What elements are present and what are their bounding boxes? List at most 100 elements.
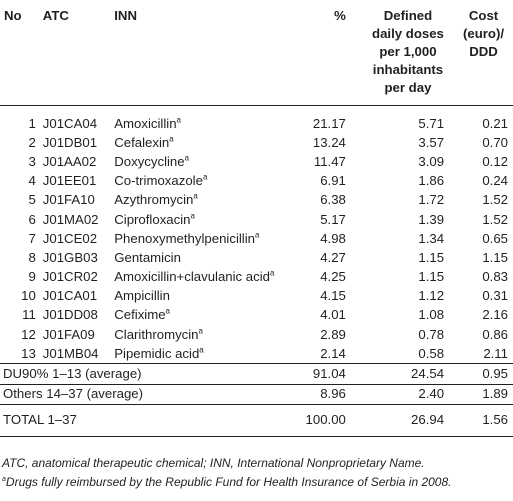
cell-inn: Doxycyclinea bbox=[114, 152, 288, 171]
inn-name: Doxycycline bbox=[114, 153, 185, 169]
header-ddd-line: inhabitants bbox=[372, 62, 444, 77]
cell-atc: J01CE02 bbox=[42, 230, 98, 246]
footnote-mark: a bbox=[2, 476, 6, 483]
table-row: 11 J01DD08 Cefiximea 4.01 1.08 2.16 bbox=[0, 306, 513, 325]
cell-atc: J01AA02 bbox=[42, 153, 97, 169]
cell-cost: 2.11 bbox=[483, 345, 508, 361]
footnote-mark: a bbox=[169, 134, 174, 144]
header-no: No bbox=[0, 0, 43, 106]
cell-inn: Ampicillin bbox=[114, 287, 288, 306]
cell-cost: 0.24 bbox=[482, 173, 508, 189]
inn-name: Phenoxymethylpenicillin bbox=[114, 230, 255, 246]
cell-atc: J01GB03 bbox=[42, 249, 98, 265]
footnote-mark: a bbox=[193, 191, 198, 201]
cell-ddd: 1.12 bbox=[418, 288, 445, 304]
cell-inn: Clarithromycina bbox=[114, 325, 288, 344]
table-row: 3 J01AA02 Doxycyclinea 11.47 3.09 0.12 bbox=[0, 152, 513, 171]
cell-ddd: 1.72 bbox=[418, 192, 445, 208]
footnote-text: Drugs fully reimbursed by the Republic F… bbox=[5, 475, 452, 489]
cell-cost: 0.70 bbox=[482, 134, 508, 150]
cell-inn: Co-trimoxazolea bbox=[114, 172, 288, 191]
cell-atc: J01MB04 bbox=[42, 345, 99, 361]
antibiotic-consumption-table: No ATC INN % Defined daily doses per 1,0… bbox=[0, 0, 513, 438]
inn-name: Ciprofloxacin bbox=[114, 211, 191, 227]
cell-no: 7 bbox=[28, 230, 36, 246]
cell-no: 12 bbox=[21, 326, 36, 342]
cell-percent: 91.04 bbox=[287, 363, 360, 385]
cell-cost: 1.52 bbox=[482, 192, 508, 208]
cell-ddd: 1.86 bbox=[418, 173, 445, 189]
cell-ddd: 24.54 bbox=[359, 363, 457, 385]
table-notes: ATC, anatomical therapeutic chemical; IN… bbox=[2, 454, 512, 492]
cell-percent: 100.00 bbox=[287, 403, 360, 438]
cell-percent: 4.25 bbox=[320, 269, 346, 285]
header-inn: INN bbox=[114, 0, 288, 106]
summary-row-du90: DU90% 1–13 (average) 91.04 24.54 0.95 bbox=[0, 363, 513, 385]
cell-ddd: 5.71 bbox=[418, 115, 445, 131]
cell-cost: 1.52 bbox=[482, 211, 508, 227]
cell-no: 2 bbox=[28, 134, 36, 150]
cell-inn: Cefiximea bbox=[114, 306, 288, 325]
footnote-mark: a bbox=[176, 115, 181, 125]
cell-inn: Ciprofloxacina bbox=[114, 210, 288, 229]
header-cost-line: (euro)/ bbox=[463, 26, 505, 41]
cell-no: 11 bbox=[22, 307, 36, 323]
cell-no: 5 bbox=[28, 192, 36, 208]
cell-ddd: 0.58 bbox=[418, 345, 445, 361]
header-ddd-line: daily doses bbox=[372, 26, 444, 41]
cell-percent: 4.27 bbox=[320, 249, 346, 265]
inn-name: Cefixime bbox=[114, 307, 166, 323]
header-cost-line: Cost bbox=[468, 8, 499, 23]
cell-ddd: 1.15 bbox=[418, 249, 445, 265]
header-atc: ATC bbox=[42, 0, 115, 106]
footnote-mark: a bbox=[184, 153, 190, 163]
cell-cost: 0.83 bbox=[482, 269, 508, 285]
total-label: TOTAL 1–37 bbox=[0, 403, 288, 438]
table-row: 12 J01FA09 Clarithromycina 2.89 0.78 0.8… bbox=[0, 325, 513, 344]
cell-cost: 1.89 bbox=[456, 383, 513, 405]
table-row: 4 J01EE01 Co-trimoxazolea 6.91 1.86 0.24 bbox=[0, 172, 513, 191]
cell-percent: 8.96 bbox=[287, 383, 360, 405]
cell-no: 8 bbox=[28, 249, 36, 265]
cell-cost: 0.86 bbox=[482, 326, 508, 342]
header-ddd: Defined daily doses per 1,000 inhabitant… bbox=[359, 0, 457, 106]
header-ddd-line: Defined bbox=[383, 8, 433, 23]
cell-percent: 13.24 bbox=[312, 134, 346, 150]
header-cost-line: DDD bbox=[469, 44, 498, 59]
footnote-mark: a bbox=[190, 211, 195, 221]
cell-no: 1 bbox=[28, 115, 36, 131]
table-row: 5 J01FA10 Azythromycina 6.38 1.72 1.52 bbox=[0, 191, 513, 210]
cell-cost: 0.21 bbox=[482, 115, 508, 131]
cell-cost: 0.95 bbox=[456, 363, 513, 385]
cell-no: 9 bbox=[28, 269, 36, 285]
cell-cost: 1.56 bbox=[456, 403, 513, 438]
cell-ddd: 1.34 bbox=[418, 230, 445, 246]
inn-name: Co-trimoxazole bbox=[114, 173, 203, 189]
cell-atc: J01DD08 bbox=[42, 307, 98, 323]
cell-no: 6 bbox=[28, 211, 36, 227]
cell-inn: Amoxicillina bbox=[114, 106, 288, 134]
cell-atc: J01CR02 bbox=[42, 269, 98, 285]
table-row: 6 J01MA02 Ciprofloxacina 5.17 1.39 1.52 bbox=[0, 210, 513, 229]
cell-atc: J01EE01 bbox=[42, 173, 97, 189]
cell-cost: 0.31 bbox=[482, 288, 508, 304]
table-row: 9 J01CR02 Amoxicillin+clavulanic acida 4… bbox=[0, 268, 513, 287]
cell-ddd: 3.09 bbox=[418, 153, 445, 169]
cell-percent: 6.38 bbox=[320, 192, 346, 208]
cell-no: 10 bbox=[21, 288, 36, 304]
cell-no: 4 bbox=[28, 173, 36, 189]
cell-ddd: 2.40 bbox=[359, 383, 457, 405]
footnote-mark: a bbox=[202, 172, 208, 182]
cell-no: 13 bbox=[21, 345, 36, 361]
abbreviations-note: ATC, anatomical therapeutic chemical; IN… bbox=[2, 456, 425, 470]
header-row: No ATC INN % Defined daily doses per 1,0… bbox=[0, 0, 513, 106]
cell-atc: J01CA01 bbox=[42, 288, 98, 304]
cell-atc: J01MA02 bbox=[42, 211, 99, 227]
table-header: No ATC INN % Defined daily doses per 1,0… bbox=[0, 0, 513, 106]
cell-percent: 11.47 bbox=[313, 153, 346, 169]
cell-cost: 0.12 bbox=[482, 153, 508, 169]
cell-cost: 0.65 bbox=[482, 230, 508, 246]
inn-name: Gentamicin bbox=[114, 249, 181, 265]
inn-name: Pipemidic acid bbox=[114, 345, 200, 361]
footnote-mark: a bbox=[255, 230, 260, 240]
